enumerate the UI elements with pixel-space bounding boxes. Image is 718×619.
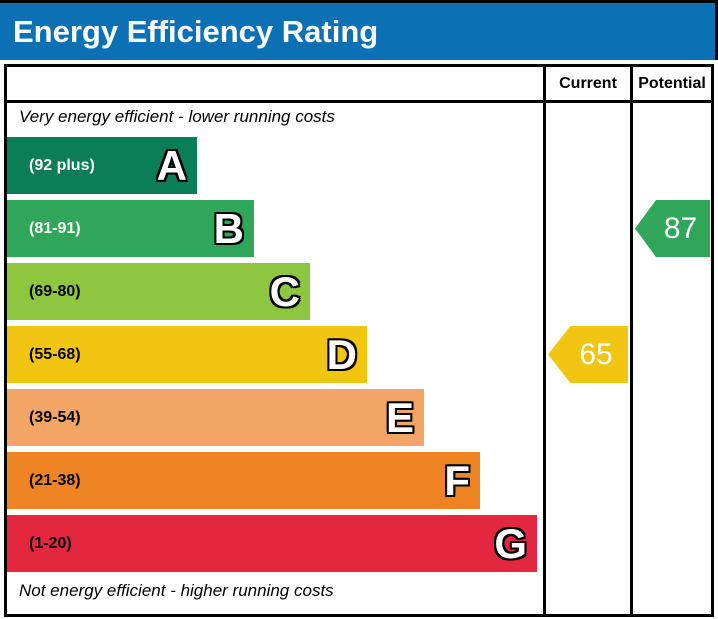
band-row-d: (55-68) D [7,326,367,383]
potential-column-header: Potential [638,75,706,92]
current-rating-value: 65 [579,337,613,371]
band-range-label: (55-68) [29,345,81,363]
band-letter: E [385,393,415,441]
band-letter: C [269,267,301,315]
band-letter: D [326,330,358,378]
band-range-label: (69-80) [29,282,81,300]
potential-rating-arrow-icon: 87 [635,200,710,257]
current-column-divider [543,67,546,614]
header-divider-line [7,100,711,103]
potential-rating-value: 87 [663,211,698,245]
bottom-note: Not energy efficient - higher running co… [19,581,334,600]
current-rating-arrow-icon: 65 [548,326,628,383]
rating-table-inner: Current Potential Very energy efficient … [7,67,711,614]
band-range-label: (39-54) [29,408,81,426]
rating-table: Current Potential Very energy efficient … [4,64,714,617]
potential-column-divider [630,67,633,614]
title-banner: Energy Efficiency Rating [0,0,718,60]
band-letter: A [156,141,188,189]
band-row-b: (81-91) B [7,200,254,257]
band-letter: G [493,519,528,567]
band-letter: B [213,204,245,252]
band-letter: F [443,456,471,504]
band-row-a: (92 plus) A [7,137,197,194]
current-column-header: Current [559,75,617,92]
band-range-label: (81-91) [29,219,81,237]
band-range-label: (21-38) [29,471,81,489]
band-row-e: (39-54) E [7,389,424,446]
band-range-label: (92 plus) [29,156,95,174]
band-row-c: (69-80) C [7,263,310,320]
band-row-f: (21-38) F [7,452,480,509]
band-range-label: (1-20) [29,534,72,552]
band-row-g: (1-20) G [7,515,537,572]
page-title: Energy Efficiency Rating [13,13,379,49]
top-note: Very energy efficient - lower running co… [19,107,335,126]
